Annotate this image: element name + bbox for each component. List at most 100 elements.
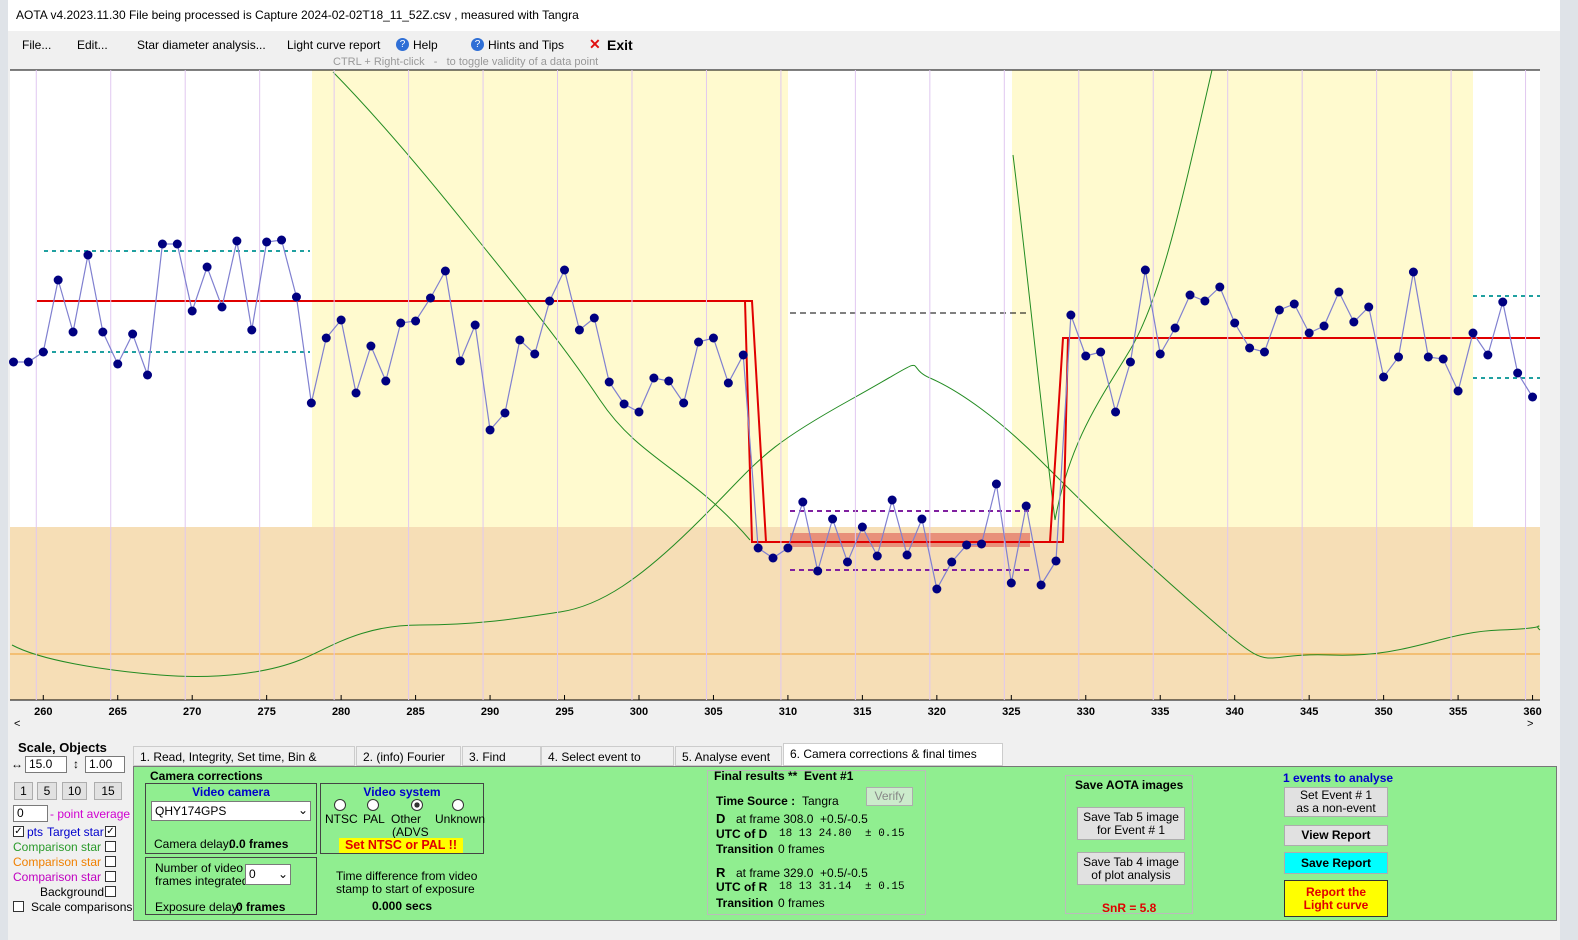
button-text: Set Event # 1 (1299, 788, 1373, 802)
data-point (783, 543, 793, 553)
data-point (98, 327, 108, 337)
button[interactable]: 10 (62, 782, 87, 800)
radio[interactable] (334, 799, 346, 811)
checkbox[interactable] (105, 856, 116, 867)
fit-curve (1012, 69, 1213, 521)
data-point (723, 378, 733, 388)
button[interactable]: Save Tab 5 image for Event # 1 (1077, 807, 1185, 840)
data-point (202, 262, 212, 272)
data-point (947, 557, 957, 567)
menu-item[interactable]: Star diameter analysis... (137, 38, 266, 52)
data-point (113, 359, 123, 369)
data-point (842, 557, 852, 567)
data-point (470, 320, 480, 330)
button[interactable]: Set Event # 1 as a non-event (1284, 787, 1388, 817)
button[interactable]: Save Report (1284, 852, 1388, 874)
button[interactable]: Report the Light curve (1284, 880, 1388, 917)
help-icon: ? (396, 38, 409, 51)
value: ± 0.15 (865, 881, 905, 893)
menu-item[interactable]: Help (413, 38, 438, 52)
button[interactable]: 15 (94, 782, 122, 800)
data-point (694, 337, 704, 347)
checkbox[interactable]: ✓ (13, 826, 24, 837)
data-point (619, 399, 629, 409)
checkbox[interactable] (13, 901, 24, 912)
section-title: Save AOTA images (1075, 778, 1184, 792)
label: Time difference from video (336, 869, 478, 883)
data-point (321, 333, 331, 343)
data-point (1289, 299, 1299, 309)
average-label: - point average (50, 807, 131, 821)
data-point (1468, 328, 1478, 338)
data-point (1036, 580, 1046, 590)
data-point (351, 388, 361, 398)
scroll-left[interactable]: < (14, 718, 21, 730)
menu-exit[interactable]: Exit (607, 37, 633, 53)
data-point (217, 302, 227, 312)
label: D (716, 811, 726, 826)
data-point (1513, 368, 1523, 378)
scroll-right[interactable]: > (1527, 718, 1534, 730)
checkbox[interactable] (105, 886, 116, 897)
button[interactable]: View Report (1284, 825, 1388, 846)
data-point (917, 514, 927, 524)
tab[interactable]: 1. Read, Integrity, Set time, Bin & norm… (133, 746, 355, 784)
tab[interactable]: 3. Find events (462, 746, 541, 784)
tab[interactable]: 2. (info) Fourier plot (356, 746, 461, 784)
data-point (515, 335, 525, 345)
x-tick-label: 275 (257, 706, 275, 718)
data-point (291, 292, 301, 302)
data-point (991, 479, 1001, 489)
radio[interactable] (411, 799, 423, 811)
value: 0.0 frames (229, 837, 289, 851)
data-point (1304, 328, 1314, 338)
radio-label: Other (391, 812, 422, 826)
x-tick-label: 345 (1300, 706, 1318, 718)
window-title: AOTA v4.2023.11.30 File being processed … (16, 8, 579, 22)
data-point (1349, 317, 1359, 327)
average-select[interactable]: 0 (13, 805, 48, 822)
data-point (23, 357, 33, 367)
radio[interactable] (367, 799, 379, 811)
tab[interactable]: 5. Analyse event #1 (675, 746, 782, 784)
value: 0 frames (778, 896, 825, 910)
tab[interactable]: 4. Select event to analyse (541, 746, 674, 784)
scale-input[interactable]: 15.0 (25, 756, 67, 773)
verify-button[interactable]: Verify (866, 787, 913, 806)
pts-label: pts (27, 825, 44, 839)
data-point (604, 377, 614, 387)
menu-item[interactable]: Light curve report (287, 38, 381, 52)
tab-active[interactable]: 6. Camera corrections & final times Even… (783, 743, 1003, 781)
section-title: Camera corrections (150, 769, 263, 783)
data-point (1140, 265, 1150, 275)
light-curve-plot[interactable]: 260 265 270 275 280 285 290 295 300 305 310 315 320 3… (0, 68, 1560, 718)
data-point (1230, 318, 1240, 328)
data-point (932, 584, 942, 594)
data-point (977, 539, 987, 549)
data-point (1364, 302, 1374, 312)
dropdown-arrow: ⌄ (298, 803, 309, 817)
frames-select[interactable]: 0 (245, 864, 291, 885)
icon: ↔ (11, 757, 23, 771)
camera-select[interactable]: QHY174GPS (151, 801, 311, 821)
menu-item[interactable]: Edit... (77, 38, 108, 52)
data-point (738, 350, 748, 360)
button-text: of plot analysis (1091, 867, 1171, 882)
data-point (798, 497, 808, 507)
objects-input[interactable]: 1.00 (85, 756, 125, 773)
menu-item[interactable]: Hints and Tips (488, 38, 565, 52)
radio[interactable] (452, 799, 464, 811)
data-point (1155, 349, 1165, 359)
data-point (172, 239, 182, 249)
menu-item[interactable]: File... (22, 38, 52, 52)
label: Exposure delay: (155, 900, 242, 914)
button[interactable]: 5 (37, 782, 57, 800)
checkbox[interactable]: ✓ (105, 826, 116, 837)
data-point (306, 398, 316, 408)
checkbox[interactable] (105, 841, 116, 852)
button[interactable]: 1 (14, 782, 33, 800)
button[interactable]: Save Tab 4 image of plot analysis (1077, 852, 1185, 885)
checkbox[interactable] (105, 871, 116, 882)
value: at frame 308.0 +0.5/-0.5 (736, 812, 868, 826)
